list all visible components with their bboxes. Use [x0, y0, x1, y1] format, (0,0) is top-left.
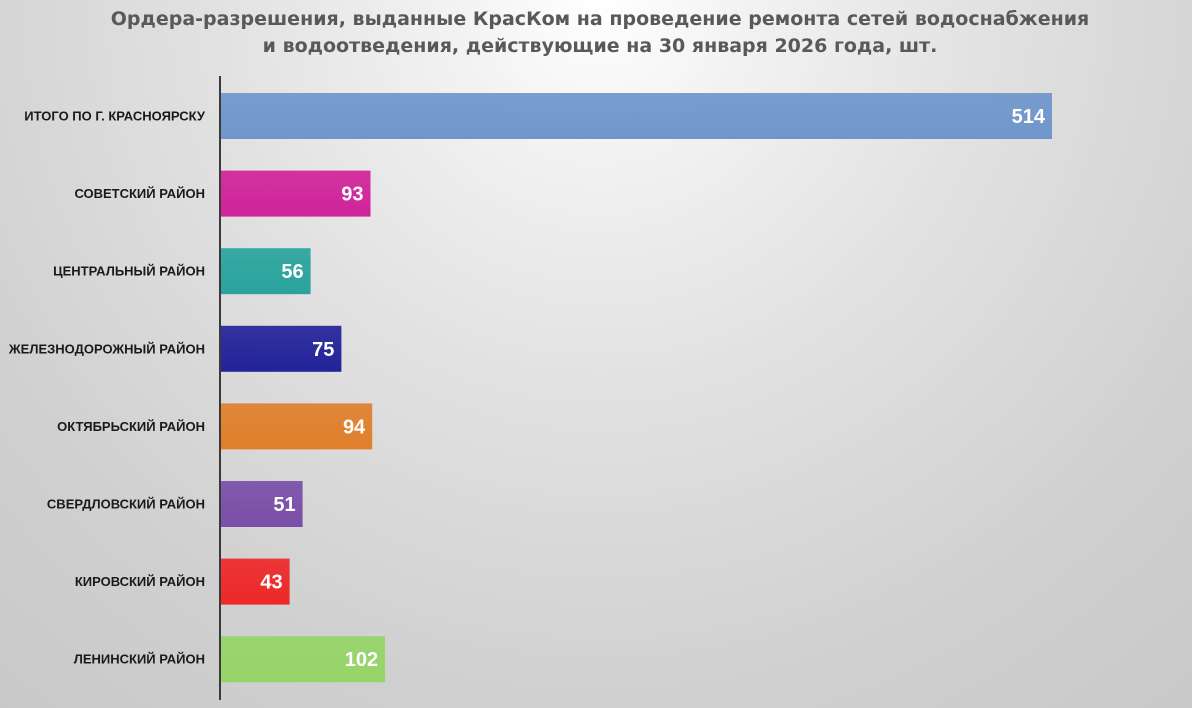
chart-title: Ордера-разрешения, выданные КрасКом на п…	[100, 6, 1100, 60]
category-label-5: ОКТЯБРЬСКИЙ РАЙОН	[57, 419, 205, 434]
category-label-1: ИТОГО ПО Г. КРАСНОЯРСКУ	[24, 109, 206, 124]
chart-title-line-1: Ордера-разрешения, выданные КрасКом на п…	[110, 8, 1090, 30]
bar-1	[220, 93, 1052, 139]
bar-2	[220, 170, 371, 217]
data-label-1: 514	[1012, 106, 1046, 128]
bar-5	[220, 403, 373, 450]
chart-title-line-2: и водоотведения, действующие на 30 январ…	[262, 35, 938, 57]
data-label-3: 56	[281, 261, 303, 283]
data-label-6: 51	[273, 494, 295, 516]
bar-8	[220, 636, 386, 683]
category-label-7: КИРОВСКИЙ РАЙОН	[75, 574, 205, 589]
bar-6	[220, 481, 303, 527]
category-label-2: СОВЕТСКИЙ РАЙОН	[74, 186, 205, 201]
data-label-4: 75	[312, 339, 334, 361]
data-label-7: 43	[260, 572, 282, 594]
category-label-3: ЦЕНТРАЛЬНЫЙ РАЙОН	[53, 264, 205, 279]
category-label-4: ЖЕЛЕЗНОДОРОЖНЫЙ РАЙОН	[8, 341, 205, 356]
bar-3	[220, 248, 311, 295]
bar-7	[220, 558, 290, 605]
data-label-8: 102	[345, 649, 378, 671]
category-label-6: СВЕРДЛОВСКИЙ РАЙОН	[47, 497, 205, 512]
category-label-8: ЛЕНИНСКИЙ РАЙОН	[74, 652, 205, 667]
data-label-5: 94	[343, 416, 366, 438]
data-label-2: 93	[341, 184, 363, 206]
bar-4	[220, 325, 342, 372]
